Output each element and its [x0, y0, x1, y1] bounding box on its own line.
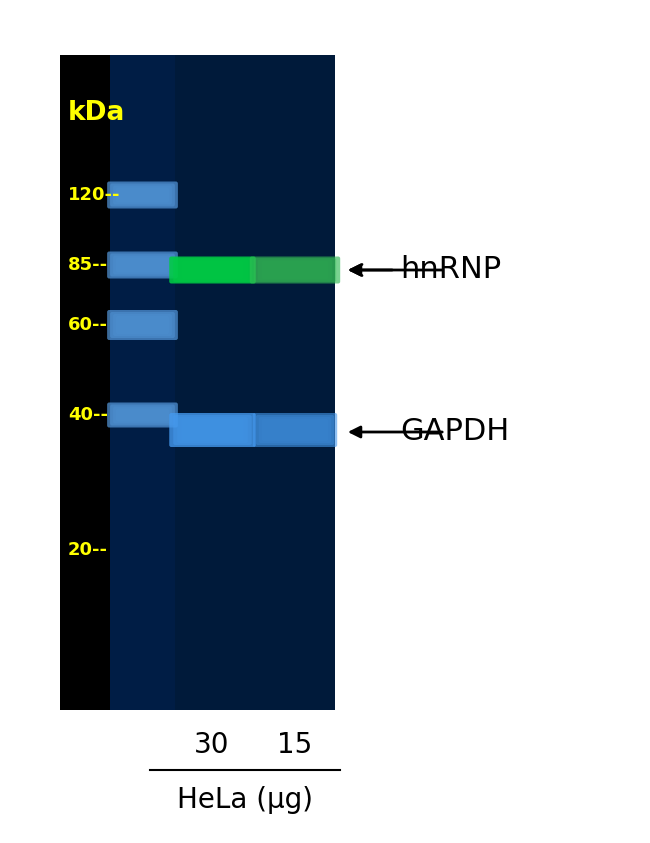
FancyBboxPatch shape — [116, 409, 169, 422]
FancyBboxPatch shape — [113, 255, 172, 275]
Text: 60--: 60-- — [68, 316, 108, 334]
FancyBboxPatch shape — [181, 261, 244, 279]
FancyBboxPatch shape — [174, 258, 252, 282]
FancyBboxPatch shape — [107, 181, 178, 208]
Text: 120--: 120-- — [68, 186, 120, 204]
Text: 20--: 20-- — [68, 541, 108, 559]
FancyBboxPatch shape — [107, 310, 178, 340]
Bar — [60, 55, 335, 710]
FancyBboxPatch shape — [258, 260, 332, 281]
Bar — [60, 55, 110, 710]
FancyBboxPatch shape — [256, 415, 334, 445]
FancyBboxPatch shape — [110, 405, 175, 426]
Bar — [110, 55, 175, 710]
FancyBboxPatch shape — [116, 316, 169, 334]
Text: HeLa (μg): HeLa (μg) — [177, 786, 313, 814]
FancyBboxPatch shape — [259, 417, 332, 443]
FancyBboxPatch shape — [116, 187, 169, 202]
FancyBboxPatch shape — [262, 419, 328, 441]
FancyBboxPatch shape — [177, 417, 248, 443]
FancyBboxPatch shape — [253, 413, 337, 447]
FancyBboxPatch shape — [107, 251, 178, 278]
FancyBboxPatch shape — [113, 185, 172, 205]
FancyBboxPatch shape — [107, 402, 178, 427]
Text: hnRNP: hnRNP — [400, 255, 501, 284]
FancyBboxPatch shape — [169, 413, 255, 447]
FancyBboxPatch shape — [177, 260, 248, 281]
Text: 30: 30 — [194, 731, 229, 759]
FancyBboxPatch shape — [110, 184, 175, 207]
Text: kDa: kDa — [68, 100, 125, 126]
Text: 85--: 85-- — [68, 256, 108, 274]
FancyBboxPatch shape — [116, 257, 169, 272]
FancyBboxPatch shape — [250, 256, 340, 283]
FancyBboxPatch shape — [262, 261, 328, 279]
FancyBboxPatch shape — [110, 254, 175, 277]
FancyBboxPatch shape — [174, 415, 252, 445]
FancyBboxPatch shape — [110, 312, 175, 338]
Text: GAPDH: GAPDH — [400, 417, 509, 447]
FancyBboxPatch shape — [169, 256, 255, 283]
Text: 40--: 40-- — [68, 406, 108, 424]
FancyBboxPatch shape — [113, 314, 172, 336]
FancyBboxPatch shape — [181, 419, 244, 441]
FancyBboxPatch shape — [254, 258, 336, 282]
FancyBboxPatch shape — [113, 406, 172, 423]
Text: 15: 15 — [278, 731, 313, 759]
